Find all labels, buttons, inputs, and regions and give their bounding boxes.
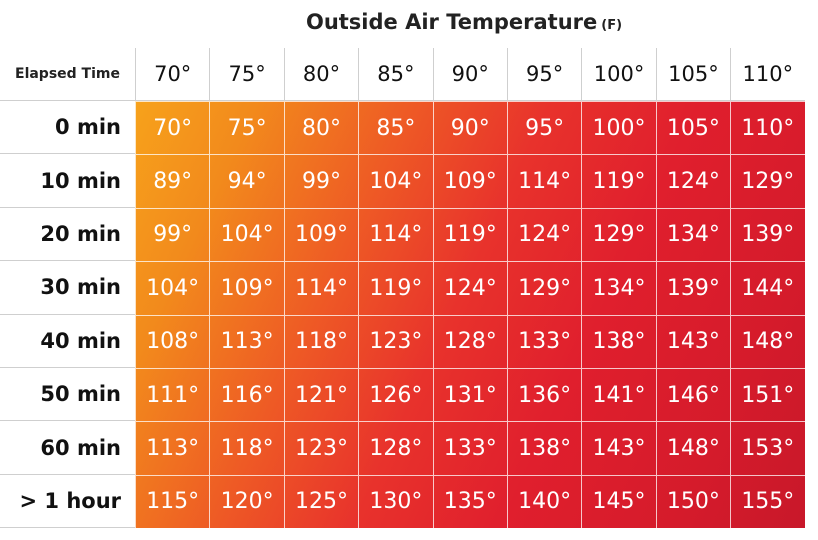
heatmap-cell: 148° [655,421,731,475]
heatmap-cell: 138° [581,314,656,368]
row-header-label: Elapsed Time [0,48,135,101]
heatmap-cell: 119° [581,154,656,208]
heatmap-cell: 119° [358,261,433,315]
heatmap-cell: 141° [581,367,656,422]
heatmap-cell: 151° [730,367,805,422]
heatmap-cell: 114° [283,261,359,315]
heatmap-cell: 135° [432,474,507,529]
heatmap-cell: 111° [135,367,210,422]
heatmap-cell: 128° [358,421,433,475]
row-label: 60 min [0,421,135,475]
heatmap-cell: 114° [506,154,582,208]
heatmap-cell: 153° [730,421,805,475]
heatmap-cell: 136° [506,367,582,422]
heatmap-cell: 124° [432,261,507,315]
column-header: 75° [209,48,284,101]
heatmap-cell: 121° [283,367,359,422]
heatmap-cell: 80° [283,101,359,155]
chart-title-text: Outside Air Temperature [305,10,598,34]
heatmap-cell: 109° [283,207,359,262]
heatmap-cell: 99° [283,154,359,208]
heatmap-cell: 124° [506,207,582,262]
heatmap-cell: 119° [432,207,507,262]
heatmap-cell: 118° [283,314,359,368]
heatmap-cell: 139° [730,207,805,262]
row-label: > 1 hour [0,475,135,529]
heatmap-cell: 139° [655,261,731,315]
row-label: 20 min [0,208,135,262]
heatmap-cell: 94° [209,154,284,208]
heatmap-cell: 123° [283,421,359,475]
column-header: 70° [135,48,210,101]
heatmap-cell: 113° [209,314,284,368]
heatmap-cell: 126° [358,367,433,422]
heatmap-cell: 110° [730,101,805,155]
heatmap-cell: 123° [358,314,433,368]
heatmap-cell: 99° [135,207,210,262]
heatmap-cell: 90° [432,101,507,155]
row-label: 10 min [0,154,135,208]
heatmap-cell: 115° [135,474,210,529]
heatmap-cell: 125° [283,474,359,529]
heatmap-cell: 85° [358,101,433,155]
heatmap-cell: 75° [209,101,284,155]
column-header: 105° [655,48,731,101]
heatmap-cell: 108° [135,314,210,368]
row-label: 0 min [0,101,135,155]
heatmap-cell: 140° [506,474,582,529]
heatmap-cell: 100° [581,101,656,155]
heatmap-cell: 148° [730,314,805,368]
heatmap-cell: 144° [730,261,805,315]
chart-title-unit: (F) [601,18,623,33]
heatmap-cell: 145° [581,474,656,529]
heatmap-cell: 89° [135,154,210,208]
heatmap-cell: 129° [730,154,805,208]
heatmap-cell: 113° [135,421,210,475]
row-label: 50 min [0,368,135,422]
heatmap-cell: 95° [506,101,582,155]
heatmap-cell: 138° [506,421,582,475]
heatmap-cell: 131° [432,367,507,422]
row-label: 30 min [0,261,135,315]
temperature-table: Elapsed Time 70° 75° 80° 85° 90° 95° 100° 105° 11… [0,48,805,529]
heatmap-cell: 128° [432,314,507,368]
heatmap-cell: 129° [581,207,656,262]
heatmap-cell: 124° [655,154,731,208]
heatmap-cell: 130° [358,474,433,529]
chart-title: Outside Air Temperature (F) [0,10,818,34]
column-header: 85° [358,48,433,101]
heatmap-cell: 116° [209,367,284,422]
heatmap-cell: 118° [209,421,284,475]
heatmap-cell: 120° [209,474,284,529]
heatmap-cell: 109° [209,261,284,315]
heatmap-cell: 133° [432,421,507,475]
heatmap-cell: 114° [358,207,433,262]
row-label: 40 min [0,315,135,368]
heat-gradient-background [135,101,805,528]
column-header: 110° [730,48,805,101]
heatmap-cell: 109° [432,154,507,208]
heatmap-cell: 134° [581,261,656,315]
heatmap-cell: 143° [581,421,656,475]
heatmap-cell: 155° [730,474,805,529]
heatmap-cell: 70° [135,101,210,155]
column-header: 100° [581,48,656,101]
heatmap-cell: 105° [655,101,731,155]
heatmap-cell: 150° [655,474,731,529]
heatmap-cell: 134° [655,207,731,262]
heatmap-cell: 104° [135,261,210,315]
heatmap-cell: 133° [506,314,582,368]
heatmap-cell: 104° [358,154,433,208]
heatmap-cell: 104° [209,207,284,262]
heatmap-cell: 143° [655,314,731,368]
column-header: 80° [283,48,359,101]
column-header: 90° [432,48,507,101]
heatmap-cell: 146° [655,367,731,422]
heatmap-cell: 129° [506,261,582,315]
column-header: 95° [506,48,582,101]
